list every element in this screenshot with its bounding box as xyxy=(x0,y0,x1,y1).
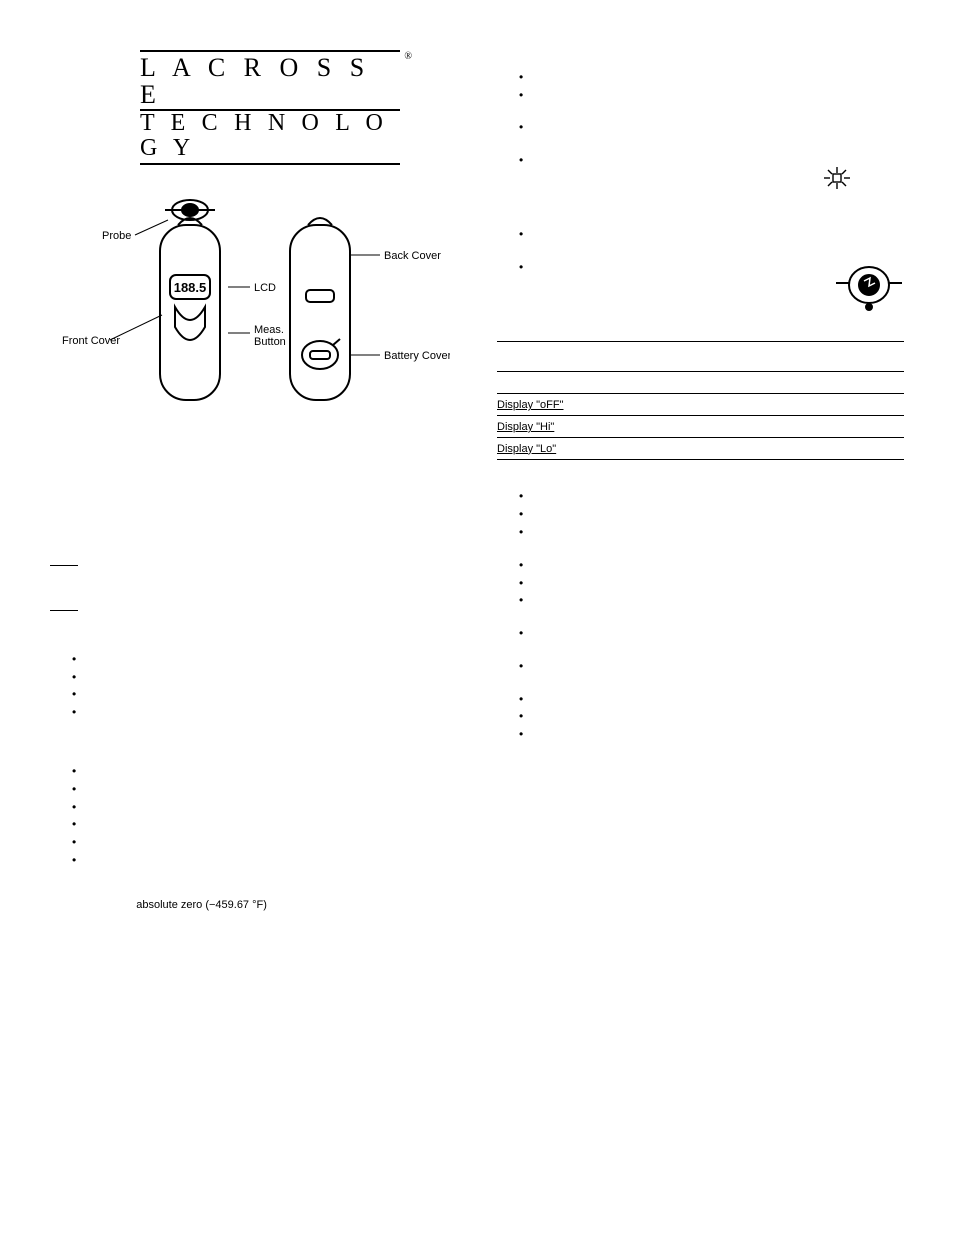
page: L A C R O S S E T E C H N O L O G Y xyxy=(0,0,954,1028)
list-item: Built-in temperature hold function after… xyxy=(50,852,457,867)
trouble-row: Display "Hi" Target temperature is above… xyxy=(497,416,904,438)
absolute-zero-text: absolute zero (−459.67 °F) xyxy=(136,899,267,911)
operation-list-1: Open the front cover to expose the probe… xyxy=(497,69,904,334)
section-operation: OPERATION xyxy=(497,50,904,65)
model-number: Model: IR-101 xyxy=(50,467,457,482)
trouble-row: Display "Lo" Target temperature is below… xyxy=(497,438,904,460)
battery-note-1: Note: Use a good quality Lithium CR2032 … xyxy=(50,585,457,600)
trouble-solution: Target temperature is below the measurin… xyxy=(566,442,904,457)
rule xyxy=(497,341,904,342)
section-care: CARE AND MAINTENANCE xyxy=(497,470,904,485)
list-item: Keep away from children. This is not a m… xyxy=(497,625,904,655)
label-lcd: LCD xyxy=(254,282,276,294)
list-item: Press and hold the Meas. Button to begin… xyxy=(497,87,904,117)
list-item: Avoid measuring through glass, steam, du… xyxy=(497,259,904,333)
intro-paragraph: Thank you for purchasing this Infrared T… xyxy=(50,488,457,533)
trouble-solution: Target temperature is above the measurin… xyxy=(564,420,904,435)
list-item: Hold the unit close to the target for be… xyxy=(497,152,904,223)
list-item: Do not disassemble the unit; there are n… xyxy=(497,557,904,572)
list-item: Do not drop the unit or subject it to st… xyxy=(497,488,904,503)
left-column: L A C R O S S E T E C H N O L O G Y xyxy=(50,40,457,978)
list-item: LCD display with 0.1° resolution. xyxy=(50,799,457,814)
product-title: Infrared Thermometer xyxy=(50,445,457,461)
list-item: Do not immerse in water; the unit is not… xyxy=(497,506,904,521)
right-column: OPERATION Open the front cover to expose… xyxy=(497,40,904,978)
trouble-label: Display "Hi" xyxy=(497,420,564,435)
list-item: Dispose of used batteries according to l… xyxy=(497,708,904,723)
list-item: Compact, light and easy to use. xyxy=(50,834,457,849)
section-battery: BATTERY INSTALLATION xyxy=(50,543,457,558)
features-list: Non-contact infrared temperature measure… xyxy=(50,763,457,867)
label-meas-button: Meas.Button xyxy=(254,324,286,348)
care-list: Do not drop the unit or subject it to st… xyxy=(497,488,904,741)
brand-logo: L A C R O S S E T E C H N O L O G Y xyxy=(140,50,400,165)
logo-line1: L A C R O S S E xyxy=(140,50,400,111)
about-paragraph: All objects above absolute zero (−459.67… xyxy=(50,898,457,972)
logo-line2: T E C H N O L O G Y xyxy=(140,111,400,165)
svg-text:188.5: 188.5 xyxy=(174,280,207,295)
label-probe: Probe xyxy=(102,230,131,242)
list-item: Reads surface temperature in °F or °C. xyxy=(50,781,457,796)
list-item: Open the front cover to expose the probe… xyxy=(497,69,904,84)
spot-size-icon xyxy=(824,167,850,194)
list-item: Allow the unit to stabilize to room temp… xyxy=(497,592,904,622)
trouble-row: Display "oFF" Unit has auto-powered off.… xyxy=(497,394,904,416)
list-item: Remove the battery if the unit will not … xyxy=(497,575,904,590)
list-item: Non-contact infrared temperature measure… xyxy=(50,763,457,778)
trouble-label: Display "oFF" xyxy=(497,398,574,413)
section-about: ABOUT INFRARED MEASUREMENT xyxy=(50,877,457,892)
two-column-layout: L A C R O S S E T E C H N O L O G Y xyxy=(50,40,904,978)
rule-short-2 xyxy=(50,610,78,611)
list-item: Operate only within the specified ambien… xyxy=(497,726,904,741)
section-features: FEATURES xyxy=(50,744,457,759)
section-troubleshooting: TROUBLESHOOTING xyxy=(497,352,904,367)
battery-steps-list: Remove the battery cover on the back of … xyxy=(50,651,457,734)
label-back-cover: Back Cover xyxy=(384,250,441,262)
specs-paragraph: Measuring range −27 °F to 428 °F (−33 °C… xyxy=(497,772,904,831)
trouble-header-row: Problem Solution xyxy=(497,371,904,394)
label-front-cover: Front Cover xyxy=(62,335,120,347)
battery-note-2: Note: Install the battery before first u… xyxy=(50,630,457,645)
probe-detail-icon xyxy=(834,261,904,330)
list-item: Release the button to lock the reading. … xyxy=(497,226,904,256)
trouble-label: Display "Lo" xyxy=(497,442,566,457)
trouble-solution: Unit has auto-powered off. Press Meas. B… xyxy=(574,398,905,413)
list-item: Store in a cool, dry place out of direct… xyxy=(497,691,904,706)
list-item: Clean the lens gently with a soft, dry c… xyxy=(497,524,904,554)
list-item: Point the probe directly at the target w… xyxy=(497,119,904,149)
rule-short-1 xyxy=(50,565,78,566)
list-item: Do not point the probe at the sun or oth… xyxy=(497,658,904,688)
section-specs: SPECIFICATIONS xyxy=(497,751,904,766)
list-item: Auto power-off after about 15 seconds of… xyxy=(50,816,457,831)
label-battery-cover: Battery Cover xyxy=(384,350,450,362)
device-diagram: 188.5 xyxy=(50,195,457,425)
